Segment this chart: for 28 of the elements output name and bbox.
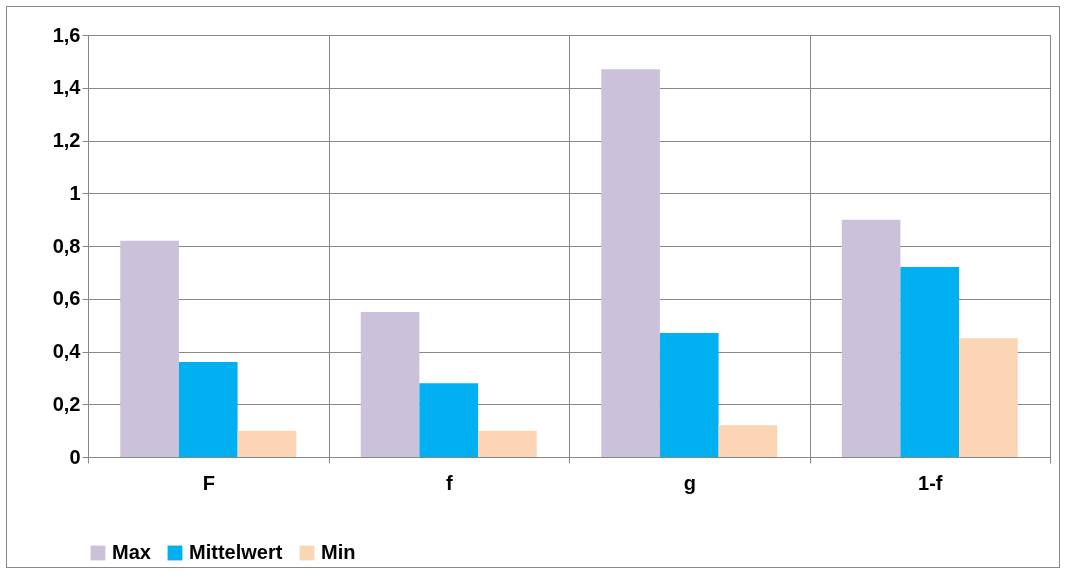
bar bbox=[178, 362, 238, 457]
y-tick-label: 1,2 bbox=[52, 129, 81, 151]
x-tick-label: f bbox=[445, 471, 453, 494]
bar bbox=[419, 383, 479, 457]
legend-label: Mittelwert bbox=[189, 541, 283, 563]
y-tick-label: 0,8 bbox=[52, 234, 81, 257]
y-tick-label: 0,2 bbox=[52, 392, 81, 415]
x-tick-label: F bbox=[202, 471, 215, 494]
bar bbox=[360, 311, 420, 457]
bar bbox=[841, 219, 901, 457]
legend-label: Max bbox=[112, 541, 151, 563]
y-tick-label: 1 bbox=[69, 181, 81, 204]
bar bbox=[478, 430, 537, 457]
bar bbox=[120, 240, 179, 457]
bar bbox=[659, 333, 719, 457]
y-tick-label: 0,6 bbox=[52, 287, 81, 310]
y-tick-label: 1,4 bbox=[52, 76, 82, 99]
bar bbox=[718, 425, 778, 457]
x-tick-label: 1-f bbox=[918, 471, 943, 494]
y-tick-label: 0,4 bbox=[52, 340, 82, 362]
y-tick-label: 1,6 bbox=[52, 23, 81, 46]
bar bbox=[959, 338, 1018, 457]
legend-label: Min bbox=[321, 541, 356, 563]
bar bbox=[900, 267, 960, 457]
x-tick-label: g bbox=[683, 471, 696, 494]
bar bbox=[601, 69, 660, 457]
bar bbox=[237, 430, 297, 457]
y-tick-label: 0 bbox=[69, 445, 81, 468]
